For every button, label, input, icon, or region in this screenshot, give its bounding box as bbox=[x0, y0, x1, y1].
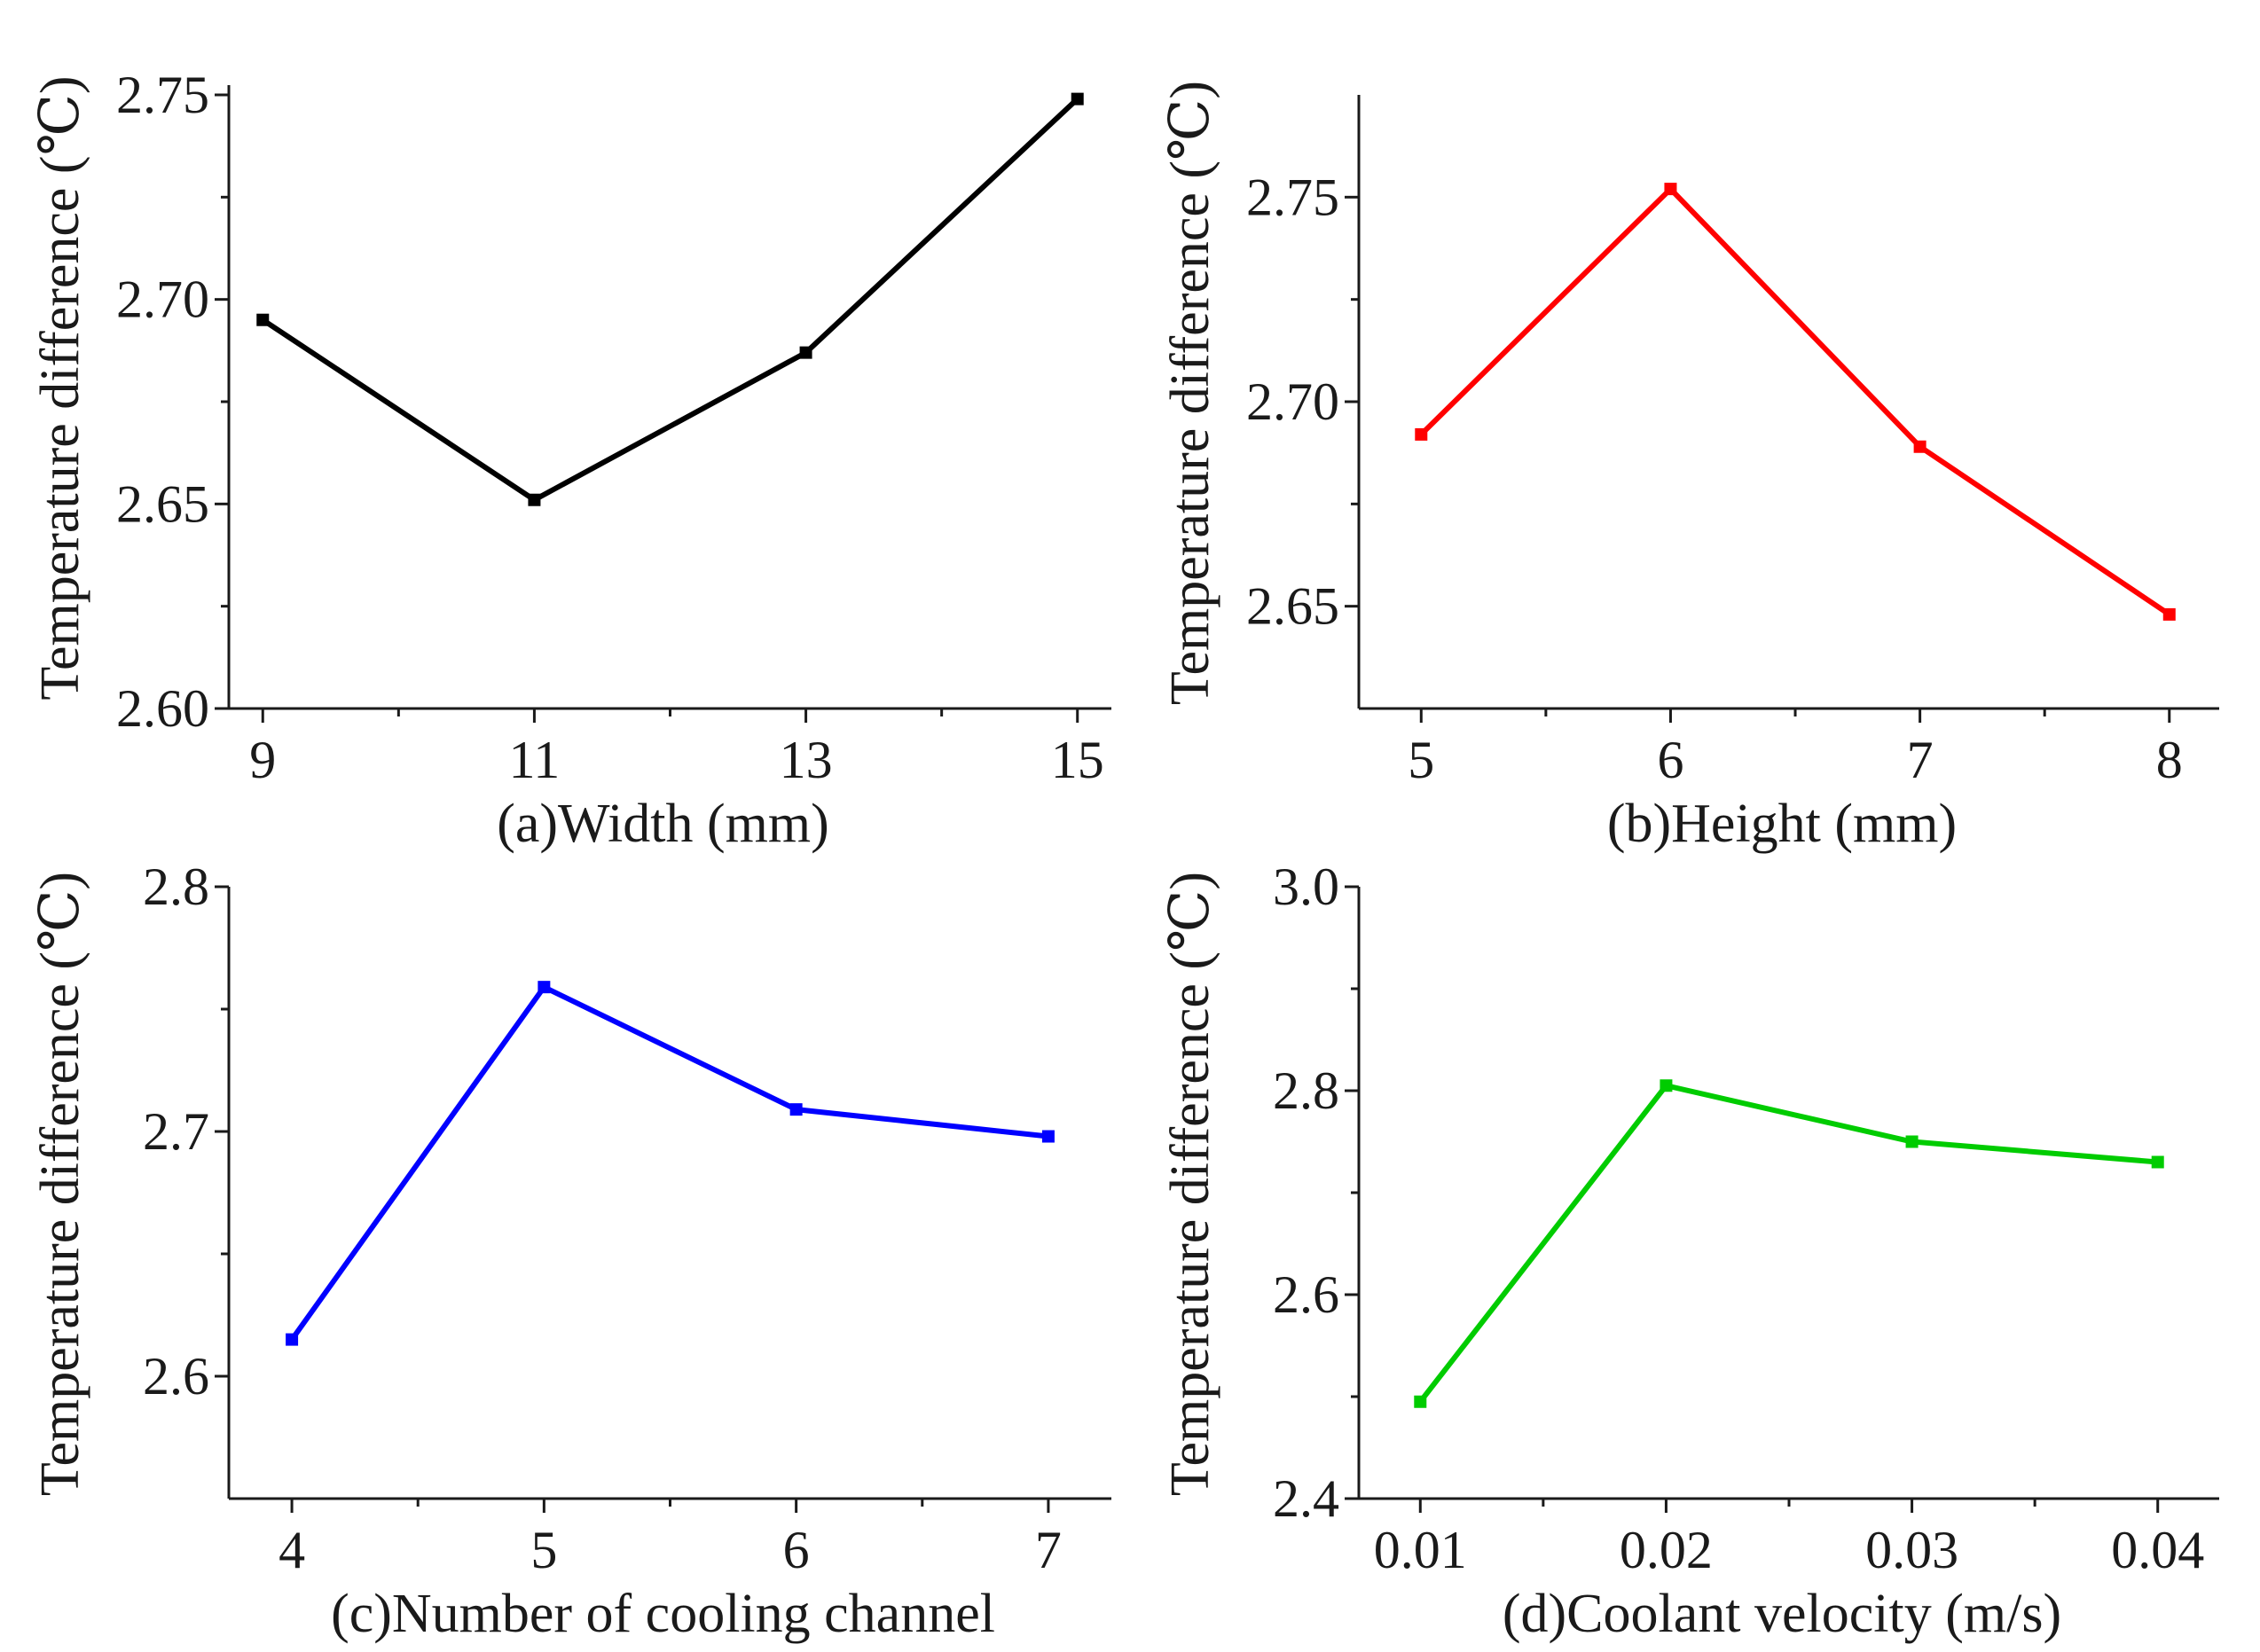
panel-d: 0.01 0.02 0.03 0.04 2.4 2.6 2.8 3.0 (d)Coolant v… bbox=[1160, 857, 2219, 1644]
data-point bbox=[528, 493, 541, 506]
y-tick-label: 2.65 bbox=[116, 474, 209, 533]
y-tick-label: 2.8 bbox=[1273, 1061, 1339, 1120]
data-point bbox=[1664, 183, 1677, 196]
data-point bbox=[2162, 607, 2176, 621]
y-tick-label: 2.65 bbox=[1246, 577, 1339, 636]
y-tick-label: 2.70 bbox=[116, 270, 209, 329]
x-tick-label: 6 bbox=[783, 1521, 810, 1579]
x-tick-label: 9 bbox=[249, 731, 276, 789]
data-point bbox=[1071, 92, 1084, 106]
series-line bbox=[261, 97, 1079, 504]
y-axis-title: Temperature difference (℃) bbox=[1160, 872, 1220, 1496]
series-line bbox=[289, 983, 1049, 1342]
x-axis-title: (d)Coolant velocity (m/s) bbox=[1503, 1584, 2061, 1644]
x-axis-title: (c)Number of cooling channel bbox=[331, 1584, 995, 1644]
data-point bbox=[1913, 440, 1926, 453]
data-point bbox=[286, 1333, 299, 1346]
y-tick-label: 2.6 bbox=[143, 1347, 209, 1405]
y-axis-title: Temperature difference (℃) bbox=[30, 872, 90, 1496]
data-point bbox=[1414, 1395, 1427, 1408]
x-tick-label: 5 bbox=[530, 1521, 557, 1579]
panel-c: 4 5 6 7 2.6 2.7 2.8 (c)Number of cooling channe… bbox=[30, 857, 1111, 1644]
y-tick-label: 2.8 bbox=[143, 857, 209, 916]
x-tick-label: 15 bbox=[1051, 731, 1104, 789]
x-tick-label: 13 bbox=[780, 731, 833, 789]
x-tick-label: 11 bbox=[509, 731, 561, 789]
y-tick-label: 2.75 bbox=[1246, 168, 1339, 226]
y-tick-label: 2.7 bbox=[143, 1102, 209, 1161]
y-tick-label: 2.70 bbox=[1246, 372, 1339, 431]
panel-b: 5 6 7 8 2.65 2.70 2.75 (b)Height (mm) Temperatur… bbox=[1160, 81, 2219, 854]
x-axis-title: (b)Height (mm) bbox=[1607, 794, 1957, 854]
x-tick-label: 6 bbox=[1657, 731, 1683, 789]
x-tick-label: 5 bbox=[1408, 731, 1434, 789]
panel-a: 9 11 13 15 2.60 2.65 2.70 2.75 (a)Width (mm) Temp… bbox=[30, 66, 1111, 854]
series-line bbox=[1417, 1082, 2158, 1404]
data-point bbox=[256, 313, 270, 326]
x-tick-label: 0.03 bbox=[1865, 1521, 1958, 1579]
y-tick-label: 2.4 bbox=[1273, 1469, 1339, 1528]
data-point bbox=[789, 1103, 803, 1116]
data-point bbox=[1905, 1135, 1919, 1148]
x-tick-label: 7 bbox=[1035, 1521, 1062, 1579]
y-axis-title: Temperature difference (℃) bbox=[1160, 81, 1220, 705]
x-axis-title: (a)Width (mm) bbox=[497, 794, 829, 854]
y-tick-label: 2.60 bbox=[116, 679, 209, 738]
x-tick-label: 0.01 bbox=[1374, 1521, 1467, 1579]
data-point bbox=[799, 346, 812, 359]
y-axis-title: Temperature difference (℃) bbox=[30, 75, 90, 700]
data-point bbox=[1660, 1079, 1673, 1092]
data-point bbox=[1041, 1130, 1055, 1143]
y-tick-label: 2.75 bbox=[116, 66, 209, 124]
x-tick-label: 4 bbox=[279, 1521, 305, 1579]
data-point bbox=[538, 981, 551, 994]
series-line bbox=[1419, 184, 2171, 617]
y-tick-label: 3.0 bbox=[1273, 857, 1339, 916]
x-tick-label: 8 bbox=[2156, 731, 2183, 789]
x-tick-label: 0.02 bbox=[1620, 1521, 1713, 1579]
x-tick-label: 7 bbox=[1907, 731, 1934, 789]
y-tick-label: 2.6 bbox=[1273, 1265, 1339, 1324]
data-point bbox=[1415, 427, 1428, 441]
data-point bbox=[2151, 1155, 2164, 1169]
x-tick-label: 0.04 bbox=[2111, 1521, 2204, 1579]
